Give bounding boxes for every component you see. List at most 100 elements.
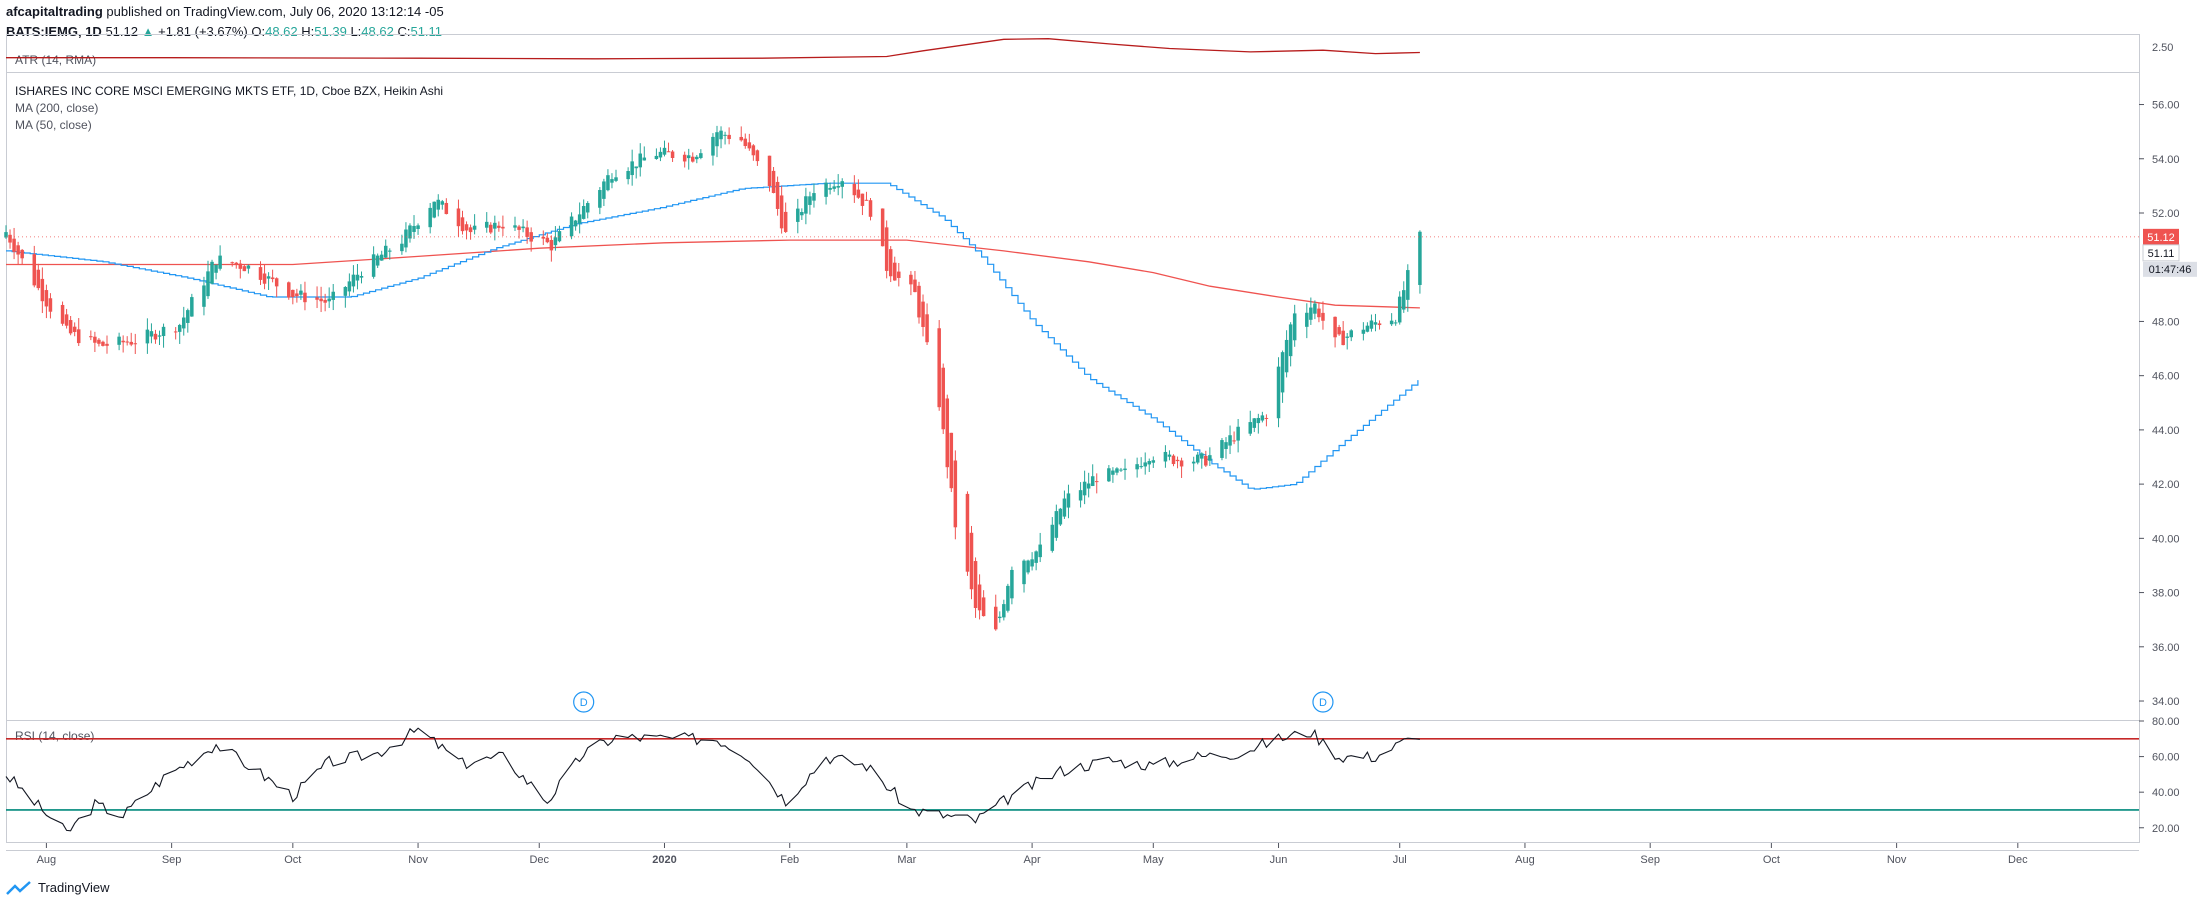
candle-body (440, 201, 445, 205)
candle (238, 259, 243, 279)
candle (161, 323, 166, 348)
time-tick-label: Dec (529, 854, 549, 866)
candle-body (670, 151, 675, 158)
candle-body (630, 161, 634, 176)
candle-body (691, 156, 695, 162)
candle (440, 199, 445, 210)
time-tick-label: Oct (284, 854, 301, 866)
candle-body (274, 278, 279, 287)
candle (1220, 438, 1224, 461)
close-price-tag (2142, 244, 2180, 262)
candle (295, 288, 299, 303)
candle-body (1204, 455, 1208, 466)
author-name[interactable]: afcapitaltrading (6, 4, 103, 19)
candle (1248, 410, 1253, 436)
candle-body (117, 336, 121, 345)
candle-body (897, 271, 901, 278)
candle (610, 173, 614, 189)
candle (383, 239, 388, 259)
candle (315, 286, 319, 309)
change-value: +1.81 (+3.67%) (158, 24, 248, 39)
candle (210, 259, 214, 285)
candle-body (884, 227, 889, 271)
candle (48, 293, 53, 319)
candle-body (44, 290, 49, 307)
rsi-line (5, 727, 1420, 832)
candle-body (460, 217, 465, 232)
candle-body (800, 212, 804, 216)
candle-body (937, 328, 941, 408)
candle (1175, 456, 1180, 469)
candle (1115, 467, 1119, 476)
candle (1406, 264, 1410, 312)
candle-body (97, 339, 101, 344)
candle-body (501, 226, 505, 229)
time-tick-label: May (1143, 854, 1164, 866)
candle (388, 248, 392, 260)
candle-body (379, 254, 384, 261)
candle (12, 227, 16, 260)
dividend-marker-letter: D (580, 697, 588, 709)
candle-body (238, 263, 243, 269)
candle-body (1022, 560, 1026, 585)
candle-body (1086, 483, 1091, 489)
candle (897, 262, 901, 287)
candle (577, 202, 582, 234)
time-tick-label: Feb (780, 854, 799, 866)
candle-body (388, 250, 392, 252)
last-price-tag-text: 51.12 (2147, 232, 2175, 244)
candle-body (868, 200, 873, 217)
candle (1232, 431, 1236, 445)
candle (347, 273, 352, 297)
rsi-axis: 80.00 60.00 40.00 20.00 (2139, 716, 2180, 835)
candle-body (258, 267, 263, 280)
close-price-tag-text: 51.11 (2148, 248, 2175, 260)
rsi-tick-label: 20.00 (2152, 823, 2180, 835)
candle-body (1094, 481, 1099, 483)
candle (44, 284, 49, 319)
candle-body (12, 238, 16, 252)
candle-body (68, 320, 73, 334)
candle-body (1284, 339, 1289, 373)
candle (1066, 484, 1071, 519)
candle-body (1264, 417, 1269, 419)
rsi-label: RSI (14, close) (15, 729, 94, 743)
candle-body (1252, 418, 1257, 428)
tradingview-brand[interactable]: TradingView (6, 880, 110, 895)
candle (630, 149, 634, 186)
candle-body (1050, 524, 1055, 551)
candle-body (1309, 307, 1313, 320)
candle-body (1107, 468, 1111, 482)
candle (186, 308, 190, 333)
candle-body (472, 225, 477, 230)
time-tick-label: Jun (1270, 854, 1288, 866)
candle (1094, 473, 1099, 494)
candle-body (1373, 322, 1378, 325)
candle (323, 293, 327, 312)
price-tick-label: 34.00 (2152, 696, 2180, 708)
candle (468, 224, 473, 240)
candle-body (1280, 352, 1285, 393)
candle (1058, 507, 1063, 526)
candle-body (1305, 312, 1309, 327)
candle (60, 301, 65, 326)
candle-body (359, 276, 364, 278)
ma50-line (6, 182, 1419, 490)
candle-body (880, 208, 885, 247)
candle-body (246, 265, 251, 269)
candle (105, 335, 109, 354)
candle-body (686, 155, 691, 159)
candle-body (1361, 329, 1366, 334)
candle-body (828, 187, 832, 190)
symbol-label[interactable]: BATS:IEMG, 1D (6, 24, 102, 39)
candle (925, 303, 929, 345)
candle-body (436, 199, 441, 210)
candle-body (428, 207, 432, 228)
candle-body (610, 179, 614, 183)
candle-body (412, 225, 416, 232)
time-tick-label: Aug (37, 854, 57, 866)
candle-body (1191, 461, 1196, 464)
candle (602, 178, 606, 207)
candle (287, 281, 291, 300)
